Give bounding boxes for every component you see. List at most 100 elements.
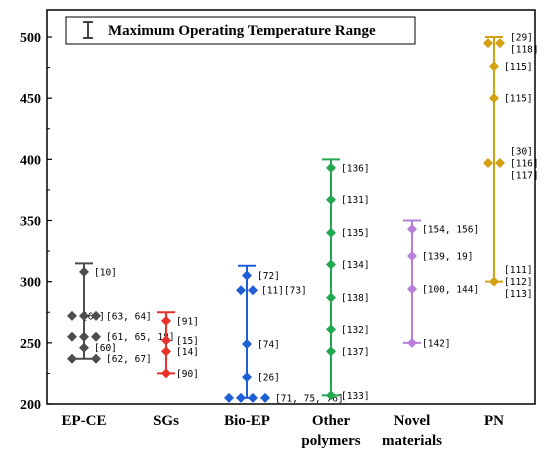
data-point: [242, 372, 252, 383]
series-layer: [10][66][63, 64][61, 65, 18][60][62, 67]…: [67, 33, 539, 404]
reference-label: [72]: [257, 271, 280, 282]
reference-label: [112]: [504, 277, 533, 288]
reference-label: [30]: [510, 147, 533, 158]
reference-label: [100, 144]: [422, 285, 479, 296]
reference-label: [71, 75, 76]: [275, 393, 344, 404]
x-category-label: EP-CE: [62, 413, 107, 429]
reference-label: [61, 65, 18]: [106, 332, 175, 343]
data-point: [260, 392, 270, 403]
reference-label: [133]: [341, 391, 370, 402]
data-point: [161, 368, 171, 379]
data-point: [407, 250, 417, 261]
x-axis-labels: EP-CE SGs Bio-EP Other polymers Novel material…: [62, 413, 505, 449]
reference-label: [74]: [257, 340, 280, 351]
reference-label: [113]: [504, 289, 533, 300]
data-point: [407, 337, 417, 348]
data-point: [91, 331, 101, 342]
data-point: [161, 335, 171, 346]
reference-label: [115]: [504, 94, 533, 105]
reference-label: [11][73]: [261, 286, 307, 297]
reference-label: [131]: [341, 195, 370, 206]
series-pn: [29][118][115][115][30][116][117][111][1…: [483, 33, 539, 300]
x-category-label: polymers: [301, 433, 360, 449]
reference-label: [138]: [341, 293, 370, 304]
data-point: [242, 270, 252, 281]
x-category-label: Bio-EP: [224, 413, 270, 429]
y-tick-label: 250: [20, 337, 41, 352]
data-point: [248, 392, 258, 403]
data-point: [407, 284, 417, 295]
series-ep-ce: [10][66][63, 64][61, 65, 18][60][62, 67]: [67, 262, 175, 365]
reference-label: [111]: [504, 265, 533, 276]
reference-label: [132]: [341, 325, 370, 336]
series-other-polymers: [136] [131] [135] [134] [138] [132] [137] [133]: [322, 158, 370, 402]
legend-errorbar-symbol: [83, 21, 93, 39]
data-point: [67, 353, 77, 364]
reference-label: [154, 156]: [422, 225, 479, 236]
series-novel-materials: [154, 156] [139, 19] [100, 144] [142]: [403, 219, 479, 349]
legend: Maximum Operating Temperature Range: [65, 16, 416, 45]
data-point: [91, 353, 101, 364]
data-point: [489, 93, 499, 104]
reference-label: [14]: [176, 347, 199, 358]
reference-label: [15]: [176, 336, 199, 347]
data-point: [79, 331, 89, 342]
data-point: [495, 158, 505, 169]
data-point: [326, 162, 336, 173]
data-point: [326, 259, 336, 270]
reference-label: [137]: [341, 347, 370, 358]
reference-label: [10]: [94, 267, 117, 278]
data-point: [489, 276, 499, 287]
data-point: [79, 342, 89, 353]
data-point: [79, 310, 89, 321]
reference-label: [29]: [510, 33, 533, 44]
data-point: [236, 285, 246, 296]
reference-label: [136]: [341, 163, 370, 174]
data-point: [483, 38, 493, 49]
data-point: [161, 346, 171, 357]
data-point: [326, 324, 336, 335]
legend-box: [65, 16, 416, 45]
data-point: [224, 392, 234, 403]
reference-label: [117]: [510, 171, 539, 182]
y-tick-label: 200: [20, 398, 41, 413]
reference-label: [134]: [341, 260, 370, 271]
x-category-label: PN: [484, 413, 504, 429]
y-tick-label: 450: [20, 92, 41, 107]
y-tick-label: 350: [20, 215, 41, 230]
data-point: [326, 194, 336, 205]
data-point: [248, 285, 258, 296]
data-point: [326, 390, 336, 401]
data-point: [67, 331, 77, 342]
plot-frame: [46, 9, 536, 405]
reference-label: [116]: [510, 159, 539, 170]
y-tick-label: 300: [20, 276, 41, 291]
data-point: [67, 310, 77, 321]
reference-label: [60]: [94, 343, 117, 354]
y-tick-label: 400: [20, 153, 41, 168]
legend-label: Maximum Operating Temperature Range: [108, 23, 376, 39]
reference-label: [63, 64]: [106, 311, 152, 322]
reference-label: [91]: [176, 316, 199, 327]
data-point: [483, 158, 493, 169]
data-point: [242, 339, 252, 350]
reference-label: [135]: [341, 228, 370, 239]
reference-label: [115]: [504, 62, 533, 73]
data-point: [407, 224, 417, 235]
reference-label: [142]: [422, 338, 451, 349]
data-point: [495, 38, 505, 49]
data-point: [326, 346, 336, 357]
reference-label: [90]: [176, 369, 199, 380]
reference-label: [62, 67]: [106, 354, 152, 365]
x-category-label: Other: [312, 413, 351, 429]
series-sgs: [91] [15][14] [90]: [157, 311, 199, 380]
data-point: [326, 292, 336, 303]
data-point: [91, 310, 101, 321]
y-tick-label: 500: [20, 31, 41, 46]
reference-label: [139, 19]: [422, 251, 473, 262]
data-point: [236, 392, 246, 403]
series-bio-ep: [72] [11][73] [74] [26] [71, 75, 76]: [224, 264, 344, 404]
x-category-label: SGs: [153, 413, 179, 429]
data-point: [326, 227, 336, 238]
